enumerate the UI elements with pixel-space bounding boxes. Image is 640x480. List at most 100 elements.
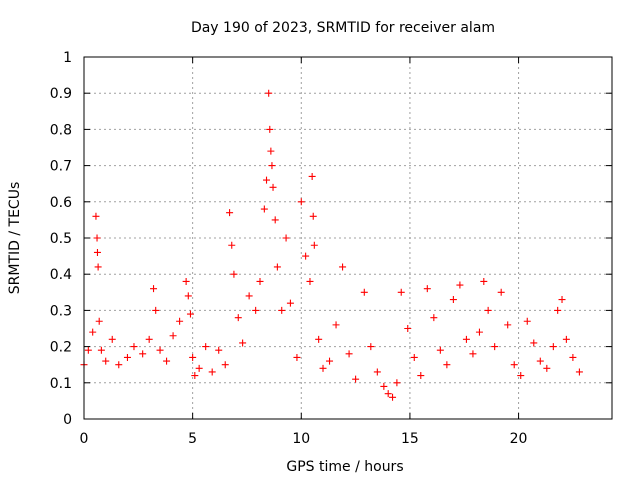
data-point [423,285,431,293]
y-tick-label: 0.1 [50,376,72,392]
data-point [491,343,499,351]
data-point [293,353,301,361]
data-point [475,328,483,336]
y-tick-label: 0 [63,412,72,428]
data-point [380,382,388,390]
data-point [95,317,103,325]
y-tick-label: 0.2 [50,340,72,356]
x-tick-label: 5 [188,431,197,447]
data-point [306,277,314,285]
data-point [94,263,102,271]
data-point [332,321,340,329]
data-point [417,372,425,380]
axis-ticks [83,56,612,420]
data-point [195,364,203,372]
data-point [297,198,305,206]
data-point [278,306,286,314]
y-tick-label: 0.3 [50,303,72,319]
data-point [384,390,392,398]
data-point [480,277,488,285]
data-point [510,361,518,369]
data-point [93,234,101,242]
data-point [230,270,238,278]
y-tick-label: 0.5 [50,231,72,247]
data-point [139,350,147,358]
data-point [436,346,444,354]
data-point [189,353,197,361]
data-point [271,216,279,224]
data-point [339,263,347,271]
data-point [263,176,271,184]
data-point [221,361,229,369]
grid-lines [84,57,612,419]
chart-title: Day 190 of 2023, SRMTID for receiver ala… [191,20,495,36]
data-point [269,183,277,191]
data-point [150,285,158,293]
data-point [163,357,171,365]
data-point [456,281,464,289]
plot-frame [83,56,613,420]
data-point [234,314,242,322]
x-tick-label: 15 [401,431,419,447]
y-tick-label: 0.4 [50,267,72,283]
data-point [360,288,368,296]
data-point [569,353,577,361]
data-point [245,292,253,300]
data-point [575,368,583,376]
data-points [80,89,583,401]
data-point [123,353,131,361]
data-point [84,346,92,354]
data-point [108,335,116,343]
x-tick-label: 10 [292,431,310,447]
data-point [186,310,194,318]
x-tick-label: 20 [510,431,528,447]
data-point [182,277,190,285]
data-point [543,364,551,372]
data-point [156,346,164,354]
data-point [558,296,566,304]
data-point [367,343,375,351]
data-point [208,368,216,376]
data-point [265,89,273,97]
data-point [202,343,210,351]
data-point [130,343,138,351]
data-point [504,321,512,329]
data-point [268,162,276,170]
data-point [226,209,234,217]
x-axis-label: GPS time / hours [286,459,403,475]
data-point [215,346,223,354]
data-point [97,346,105,354]
y-axis-label: SRMTID / TECUs [7,182,23,295]
data-point [184,292,192,300]
data-point [152,306,160,314]
data-point [554,306,562,314]
data-point [252,306,260,314]
y-tick-label: 0.6 [50,195,72,211]
data-point [273,263,281,271]
data-point [397,288,405,296]
data-point [228,241,236,249]
data-point [373,368,381,376]
data-point [286,299,294,307]
data-point [326,357,334,365]
data-point [404,325,412,332]
data-point [115,361,123,369]
data-point [267,147,275,155]
data-point [352,375,360,383]
data-point [239,339,247,347]
data-point [484,306,492,314]
data-point [315,335,323,343]
data-point [176,317,184,325]
data-point [536,357,544,365]
data-point [345,350,353,358]
data-point [89,328,97,336]
data-point [469,350,477,358]
data-point [530,339,538,347]
data-point [93,248,101,256]
data-point [562,335,570,343]
y-tick-label: 0.7 [50,159,72,175]
data-point [430,314,438,322]
data-point [310,241,318,249]
y-tick-label: 1 [63,50,72,66]
